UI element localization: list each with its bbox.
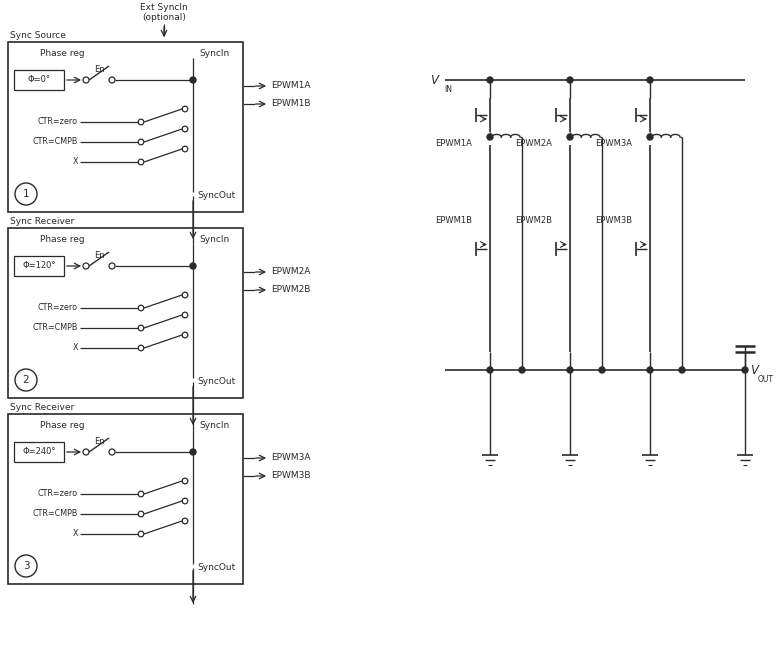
- Text: EPWM3A: EPWM3A: [271, 453, 310, 463]
- Circle shape: [190, 77, 196, 83]
- Circle shape: [138, 345, 143, 351]
- Text: Sync Receiver: Sync Receiver: [10, 217, 74, 225]
- Text: SyncIn: SyncIn: [200, 50, 230, 59]
- Circle shape: [190, 263, 196, 269]
- Text: EPWM2A: EPWM2A: [515, 139, 552, 147]
- Text: Phase reg: Phase reg: [40, 235, 85, 245]
- Circle shape: [109, 77, 115, 83]
- Text: Sync Source: Sync Source: [10, 30, 66, 40]
- Text: (optional): (optional): [142, 13, 186, 22]
- Circle shape: [190, 449, 196, 455]
- Text: Phase reg: Phase reg: [40, 50, 85, 59]
- Circle shape: [138, 119, 143, 125]
- Text: CTR=CMPB: CTR=CMPB: [33, 137, 78, 147]
- Bar: [8, 228, 243, 398]
- Text: CTR=CMPB: CTR=CMPB: [33, 323, 78, 332]
- Text: EPWM2B: EPWM2B: [271, 286, 310, 295]
- Bar: [14, 70, 64, 90]
- Text: 2: 2: [23, 375, 29, 385]
- Text: SyncOut: SyncOut: [197, 377, 235, 387]
- Circle shape: [182, 146, 188, 152]
- Circle shape: [83, 449, 89, 455]
- Circle shape: [182, 498, 188, 504]
- Circle shape: [567, 367, 573, 373]
- Text: Sync Receiver: Sync Receiver: [10, 403, 74, 412]
- Text: EPWM1B: EPWM1B: [435, 216, 472, 225]
- Circle shape: [742, 367, 748, 373]
- Text: En: En: [93, 251, 104, 260]
- Text: EPWM2B: EPWM2B: [515, 216, 552, 225]
- Text: EPWM1B: EPWM1B: [271, 100, 310, 108]
- Text: EPWM2A: EPWM2A: [271, 268, 310, 276]
- Bar: [8, 42, 243, 212]
- Text: EPWM1A: EPWM1A: [271, 81, 310, 91]
- Text: Φ=120°: Φ=120°: [22, 262, 56, 270]
- Circle shape: [182, 332, 188, 338]
- Text: CTR=zero: CTR=zero: [38, 118, 78, 126]
- Text: Φ=240°: Φ=240°: [22, 447, 56, 457]
- Text: EPWM3B: EPWM3B: [595, 216, 632, 225]
- Circle shape: [182, 518, 188, 524]
- Circle shape: [647, 134, 653, 140]
- Circle shape: [138, 511, 143, 517]
- Text: Ext SyncIn: Ext SyncIn: [140, 3, 188, 11]
- Text: En: En: [93, 438, 104, 446]
- Circle shape: [109, 449, 115, 455]
- Circle shape: [15, 369, 37, 391]
- Text: 1: 1: [23, 189, 29, 199]
- Text: EPWM1A: EPWM1A: [435, 139, 472, 147]
- Bar: [14, 442, 64, 462]
- Circle shape: [567, 134, 573, 140]
- Text: SyncIn: SyncIn: [200, 235, 230, 245]
- Circle shape: [647, 367, 653, 373]
- Circle shape: [599, 367, 605, 373]
- Text: 3: 3: [23, 561, 29, 571]
- Circle shape: [83, 77, 89, 83]
- Circle shape: [109, 263, 115, 269]
- Text: En: En: [93, 65, 104, 75]
- Circle shape: [182, 312, 188, 318]
- Circle shape: [519, 367, 525, 373]
- Text: Φ=0°: Φ=0°: [27, 75, 50, 85]
- Circle shape: [138, 491, 143, 497]
- Circle shape: [647, 77, 653, 83]
- Text: CTR=zero: CTR=zero: [38, 303, 78, 313]
- Circle shape: [567, 77, 573, 83]
- Text: EPWM3B: EPWM3B: [271, 471, 310, 481]
- Circle shape: [138, 305, 143, 311]
- Circle shape: [138, 159, 143, 165]
- Text: OUT: OUT: [758, 375, 774, 384]
- Circle shape: [679, 367, 685, 373]
- Circle shape: [182, 126, 188, 132]
- Text: IN: IN: [444, 85, 452, 94]
- Text: X: X: [72, 344, 78, 352]
- Text: Phase reg: Phase reg: [40, 422, 85, 430]
- Circle shape: [487, 77, 493, 83]
- Circle shape: [182, 292, 188, 298]
- Circle shape: [138, 531, 143, 537]
- Circle shape: [138, 139, 143, 145]
- Text: SyncIn: SyncIn: [200, 422, 230, 430]
- Circle shape: [15, 555, 37, 577]
- Circle shape: [182, 478, 188, 484]
- Circle shape: [138, 325, 143, 330]
- Text: CTR=CMPB: CTR=CMPB: [33, 510, 78, 518]
- Circle shape: [487, 134, 493, 140]
- Circle shape: [83, 263, 89, 269]
- Text: SyncOut: SyncOut: [197, 563, 235, 572]
- Circle shape: [15, 183, 37, 205]
- Text: X: X: [72, 529, 78, 539]
- Circle shape: [182, 106, 188, 112]
- Text: $V$: $V$: [430, 73, 441, 87]
- Circle shape: [487, 367, 493, 373]
- Text: $V$: $V$: [750, 364, 760, 377]
- Text: SyncOut: SyncOut: [197, 192, 235, 200]
- Text: EPWM3A: EPWM3A: [595, 139, 632, 147]
- Text: X: X: [72, 157, 78, 167]
- Bar: [8, 414, 243, 584]
- Bar: [14, 256, 64, 276]
- Text: CTR=zero: CTR=zero: [38, 490, 78, 498]
